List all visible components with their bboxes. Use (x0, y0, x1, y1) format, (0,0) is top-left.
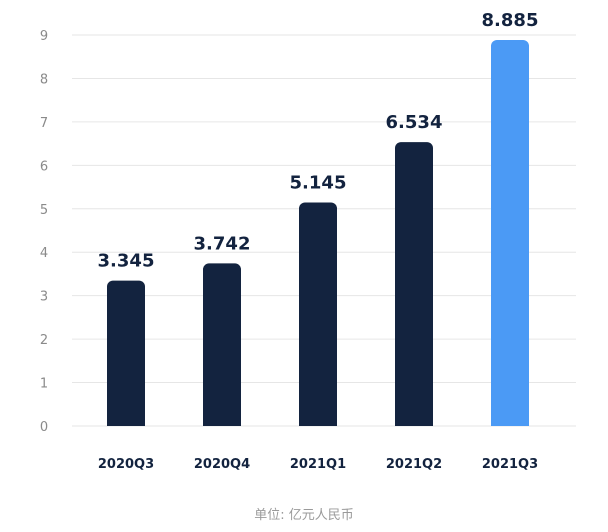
x-tick-label-2021Q3: 2021Q3 (482, 457, 538, 472)
y-tick-label: 1 (40, 377, 48, 392)
bar-2020Q4 (203, 263, 241, 426)
y-tick-label: 3 (40, 290, 48, 305)
bar-2021Q2 (395, 142, 433, 426)
bar-2021Q3 (491, 39, 529, 426)
value-label-2021Q1: 5.145 (290, 172, 347, 193)
x-tick-label-2021Q1: 2021Q1 (290, 457, 346, 472)
bar-base-2021Q1 (299, 418, 337, 426)
bar-base-2020Q3 (107, 418, 145, 426)
value-label-2021Q3: 8.885 (482, 10, 539, 31)
y-tick-label: 6 (40, 159, 48, 174)
bar-base-2021Q2 (395, 418, 433, 426)
y-tick-label: 0 (40, 420, 48, 435)
x-tick-label-2020Q3: 2020Q3 (98, 457, 154, 472)
y-tick-label: 9 (40, 29, 48, 44)
bar-2020Q3 (107, 280, 145, 426)
y-tick-label: 8 (40, 72, 48, 87)
bar-base-2021Q3 (491, 418, 529, 426)
unit-label: 单位: 亿元人民币 (254, 508, 354, 523)
value-label-2020Q4: 3.742 (194, 233, 251, 254)
y-tick-label: 2 (40, 333, 48, 348)
x-tick-label-2021Q2: 2021Q2 (386, 457, 442, 472)
value-label-2020Q3: 3.345 (98, 251, 155, 272)
x-tick-label-2020Q4: 2020Q4 (194, 457, 250, 472)
y-tick-label: 7 (40, 116, 48, 131)
y-tick-label: 4 (40, 246, 48, 261)
value-label-2021Q2: 6.534 (386, 112, 443, 133)
y-tick-label: 5 (40, 203, 48, 218)
bar-2021Q1 (299, 202, 337, 426)
bar-base-2020Q4 (203, 418, 241, 426)
